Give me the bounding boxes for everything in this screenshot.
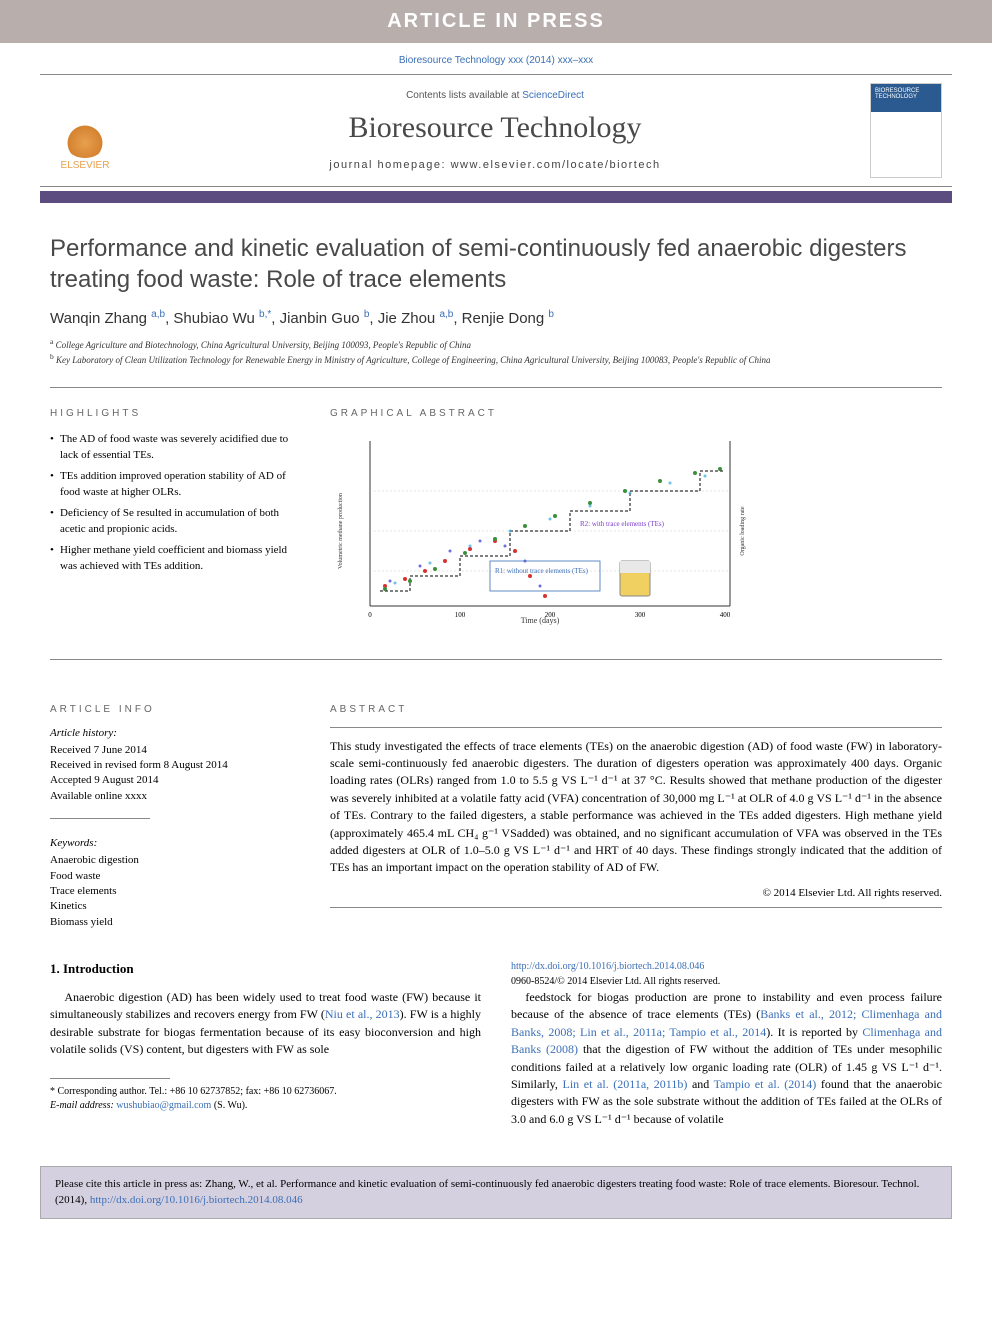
keywords-list: Anaerobic digestion Food waste Trace ele… xyxy=(50,853,300,930)
highlight-item: TEs addition improved operation stabilit… xyxy=(50,468,300,501)
abstract-label: ABSTRACT xyxy=(330,704,942,715)
article-info-label: ARTICLE INFO xyxy=(50,704,300,715)
sciencedirect-link[interactable]: ScienceDirect xyxy=(522,90,584,101)
intro-paragraph-1: Anaerobic digestion (AD) has been widely… xyxy=(50,989,481,1059)
highlight-item: Deficiency of Se resulted in accumulatio… xyxy=(50,505,300,538)
corresponding-footnote: * Corresponding author. Tel.: +86 10 627… xyxy=(50,1085,481,1113)
svg-text:200: 200 xyxy=(545,611,556,619)
journal-title: Bioresource Technology xyxy=(120,111,870,145)
color-bar xyxy=(40,191,952,203)
keywords-head: Keywords: xyxy=(50,837,300,849)
svg-text:Organic loading rate: Organic loading rate xyxy=(740,506,746,556)
ga-chart-svg: R1: without trace elements (TEs) R2: wit… xyxy=(330,431,750,631)
article-history: Received 7 June 2014 Received in revised… xyxy=(50,743,300,805)
citation-box: Please cite this article in press as: Zh… xyxy=(40,1166,952,1219)
copyright-line: © 2014 Elsevier Ltd. All rights reserved… xyxy=(330,887,942,899)
svg-text:400: 400 xyxy=(720,611,731,619)
affiliations: a College Agriculture and Biotechnology,… xyxy=(50,337,942,366)
highlight-item: The AD of food waste was severely acidif… xyxy=(50,431,300,464)
abstract-text: This study investigated the effects of t… xyxy=(330,738,942,877)
svg-text:100: 100 xyxy=(455,611,466,619)
doi-link[interactable]: http://dx.doi.org/10.1016/j.biortech.201… xyxy=(511,961,704,972)
highlights-list: The AD of food waste was severely acidif… xyxy=(50,431,300,575)
article-history-head: Article history: xyxy=(50,727,300,739)
article-in-press-banner: ARTICLE IN PRESS xyxy=(0,0,992,43)
section-1-heading: 1. Introduction xyxy=(50,960,481,979)
contents-lists-line: Contents lists available at ScienceDirec… xyxy=(120,90,870,101)
authors-line: Wanqin Zhang a,b, Shubiao Wu b,*, Jianbi… xyxy=(50,309,942,327)
svg-text:R1: without trace elements (TE: R1: without trace elements (TEs) xyxy=(495,567,589,575)
svg-text:300: 300 xyxy=(635,611,646,619)
intro-paragraph-2: feedstock for biogas production are pron… xyxy=(511,989,942,1128)
highlights-label: HIGHLIGHTS xyxy=(50,408,300,419)
publisher-name: ELSEVIER xyxy=(61,160,110,171)
journal-header: ELSEVIER Contents lists available at Sci… xyxy=(40,74,952,187)
highlight-item: Higher methane yield coefficient and bio… xyxy=(50,542,300,575)
graphical-abstract-figure: R1: without trace elements (TEs) R2: wit… xyxy=(330,431,942,631)
elsevier-logo: ELSEVIER xyxy=(50,91,120,171)
graphical-abstract-label: GRAPHICAL ABSTRACT xyxy=(330,408,942,419)
journal-homepage: journal homepage: www.elsevier.com/locat… xyxy=(120,159,870,171)
article-title: Performance and kinetic evaluation of se… xyxy=(50,233,942,295)
email-link[interactable]: wushubiao@gmail.com xyxy=(116,1100,211,1111)
svg-text:0: 0 xyxy=(368,611,372,619)
reference-line: Bioresource Technology xxx (2014) xxx–xx… xyxy=(0,43,992,74)
svg-text:Volumetric methane production: Volumetric methane production xyxy=(338,493,344,569)
cite-doi-link[interactable]: http://dx.doi.org/10.1016/j.biortech.201… xyxy=(90,1194,303,1206)
affiliation-b: b Key Laboratory of Clean Utilization Te… xyxy=(50,352,942,367)
journal-cover-thumbnail: BIORESOURCE TECHNOLOGY xyxy=(870,83,942,178)
doi-block: http://dx.doi.org/10.1016/j.biortech.201… xyxy=(511,960,942,989)
svg-text:R2: with trace elements (TEs): R2: with trace elements (TEs) xyxy=(580,520,665,528)
affiliation-a: a College Agriculture and Biotechnology,… xyxy=(50,337,942,352)
